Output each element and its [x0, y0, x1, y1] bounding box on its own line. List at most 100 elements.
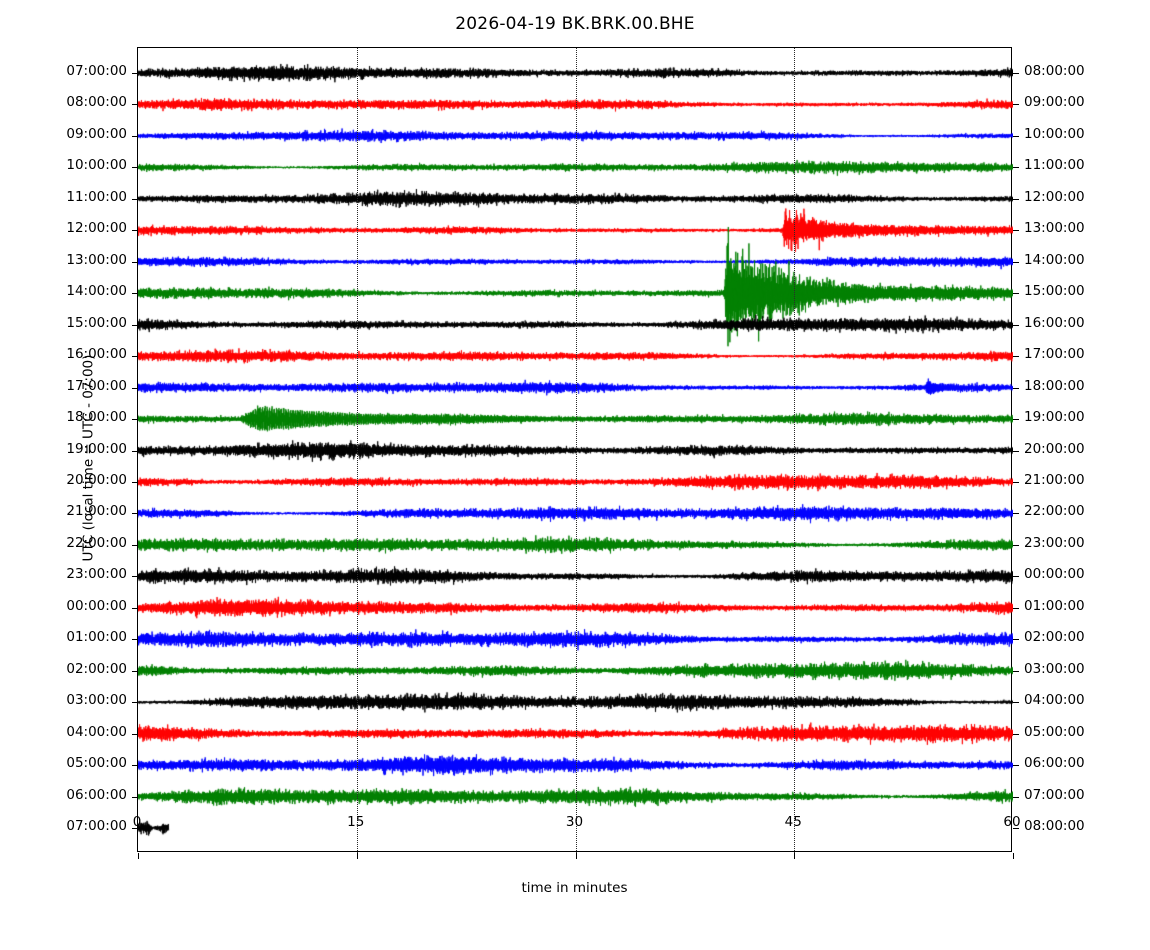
y-axis-title: UTC (local time = UTC - 07:00) — [80, 354, 97, 562]
y-axis-right-label: 09:00:00 — [1024, 94, 1085, 111]
x-tick-30 — [575, 853, 577, 859]
y-axis-left-label: 09:00:00 — [66, 125, 127, 142]
y-axis-right-label: 17:00:00 — [1024, 346, 1085, 363]
y-tick-right — [1013, 73, 1019, 74]
x-axis-tick-label: 45 — [784, 814, 802, 830]
y-axis-right-label: 01:00:00 — [1024, 597, 1085, 614]
x-axis-tick-label: 0 — [132, 814, 142, 830]
y-axis-right-label: 11:00:00 — [1024, 157, 1085, 174]
y-tick-left — [132, 261, 138, 263]
y-axis-left-label: 20:00:00 — [66, 471, 127, 488]
y-tick-left — [132, 230, 138, 232]
y-tick-right — [1013, 356, 1019, 358]
y-axis-left-label: 05:00:00 — [66, 755, 127, 772]
y-tick-left — [132, 419, 138, 421]
y-axis-right-label: 00:00:00 — [1024, 566, 1085, 583]
x-axis-tick-label: 60 — [1003, 814, 1021, 830]
y-tick-left — [132, 765, 138, 767]
y-tick-left — [132, 828, 138, 829]
y-tick-right — [1013, 230, 1019, 232]
y-axis-right-label: 08:00:00 — [1024, 818, 1085, 834]
x-tick-60 — [1013, 853, 1014, 859]
y-tick-right — [1013, 104, 1019, 106]
y-axis-right-label: 12:00:00 — [1024, 188, 1085, 205]
y-tick-left — [132, 73, 138, 74]
grid-line-45 — [794, 48, 796, 853]
y-tick-right — [1013, 324, 1019, 326]
x-axis-tick-label: 15 — [347, 814, 365, 830]
x-axis-tick-label: 30 — [565, 814, 584, 830]
y-axis-left-label: 03:00:00 — [66, 692, 127, 709]
y-tick-right — [1013, 576, 1019, 578]
y-axis-left-label: 16:00:00 — [66, 346, 127, 363]
y-tick-left — [132, 356, 138, 358]
y-axis-right-label: 05:00:00 — [1024, 723, 1085, 740]
y-axis-right-label: 04:00:00 — [1024, 692, 1085, 709]
y-axis-left-label: 07:00:00 — [66, 818, 127, 834]
y-tick-left — [132, 639, 138, 641]
y-axis-left-label: 13:00:00 — [66, 251, 127, 268]
x-axis-title: time in minutes — [521, 880, 628, 896]
y-axis-right-label: 21:00:00 — [1024, 471, 1085, 488]
y-axis-right-label: 22:00:00 — [1024, 503, 1085, 520]
y-tick-left — [132, 544, 138, 546]
y-axis-left-label: 14:00:00 — [66, 283, 127, 300]
y-tick-left — [132, 576, 138, 578]
y-axis-left-label: 15:00:00 — [66, 314, 127, 331]
y-tick-left — [132, 293, 138, 295]
grid-line-15 — [356, 48, 358, 853]
y-axis-right-label: 16:00:00 — [1024, 314, 1085, 331]
y-tick-left — [132, 135, 138, 137]
y-tick-right — [1013, 293, 1019, 295]
y-tick-left — [132, 387, 138, 389]
x-tick-0 — [138, 853, 139, 859]
y-tick-right — [1013, 481, 1019, 483]
y-axis-left-label: 07:00:00 — [66, 63, 127, 79]
grid-line-30 — [575, 48, 577, 853]
y-axis-right-label: 23:00:00 — [1024, 534, 1085, 551]
y-tick-right — [1013, 387, 1019, 389]
y-axis-right-label: 20:00:00 — [1024, 440, 1085, 457]
y-tick-right — [1013, 639, 1019, 641]
y-axis-right-label: 15:00:00 — [1024, 283, 1085, 300]
y-axis-left-label: 04:00:00 — [66, 723, 127, 740]
x-tick-45 — [794, 853, 796, 859]
y-axis-left-label: 01:00:00 — [66, 629, 127, 646]
y-tick-right — [1013, 198, 1019, 200]
y-tick-right — [1013, 828, 1019, 829]
y-tick-left — [132, 670, 138, 672]
y-axis-left-label: 11:00:00 — [66, 188, 127, 205]
y-tick-right — [1013, 765, 1019, 767]
y-axis-right-label: 02:00:00 — [1024, 629, 1085, 646]
y-tick-left — [132, 733, 138, 735]
y-tick-right — [1013, 513, 1019, 515]
y-tick-right — [1013, 135, 1019, 137]
y-axis-left-label: 19:00:00 — [66, 440, 127, 457]
y-axis-right-label: 10:00:00 — [1024, 125, 1085, 142]
y-tick-right — [1013, 796, 1019, 798]
y-axis-left-label: 00:00:00 — [66, 597, 127, 614]
y-axis-left-label: 18:00:00 — [66, 409, 127, 426]
y-axis-left-label: 17:00:00 — [66, 377, 127, 394]
y-axis-right-label: 13:00:00 — [1024, 220, 1085, 237]
y-axis-left-label: 08:00:00 — [66, 94, 127, 111]
y-tick-left — [132, 104, 138, 106]
page-title: 2026-04-19 BK.BRK.00.BHE — [455, 14, 695, 34]
y-axis-left-label: 22:00:00 — [66, 534, 127, 551]
plot-area — [132, 47, 1019, 859]
y-tick-right — [1013, 670, 1019, 672]
y-tick-right — [1013, 261, 1019, 263]
y-tick-right — [1013, 702, 1019, 704]
y-tick-left — [132, 607, 138, 609]
y-axis-left-label: 21:00:00 — [66, 503, 127, 520]
y-axis-right-label: 07:00:00 — [1024, 786, 1085, 803]
y-axis-left-label: 02:00:00 — [66, 660, 127, 677]
y-axis-left-label: 06:00:00 — [66, 786, 127, 803]
y-tick-right — [1013, 419, 1019, 421]
y-tick-left — [132, 198, 138, 200]
y-tick-right — [1013, 733, 1019, 735]
y-axis-right-label: 03:00:00 — [1024, 660, 1085, 677]
y-tick-left — [132, 702, 138, 704]
y-tick-left — [132, 796, 138, 798]
